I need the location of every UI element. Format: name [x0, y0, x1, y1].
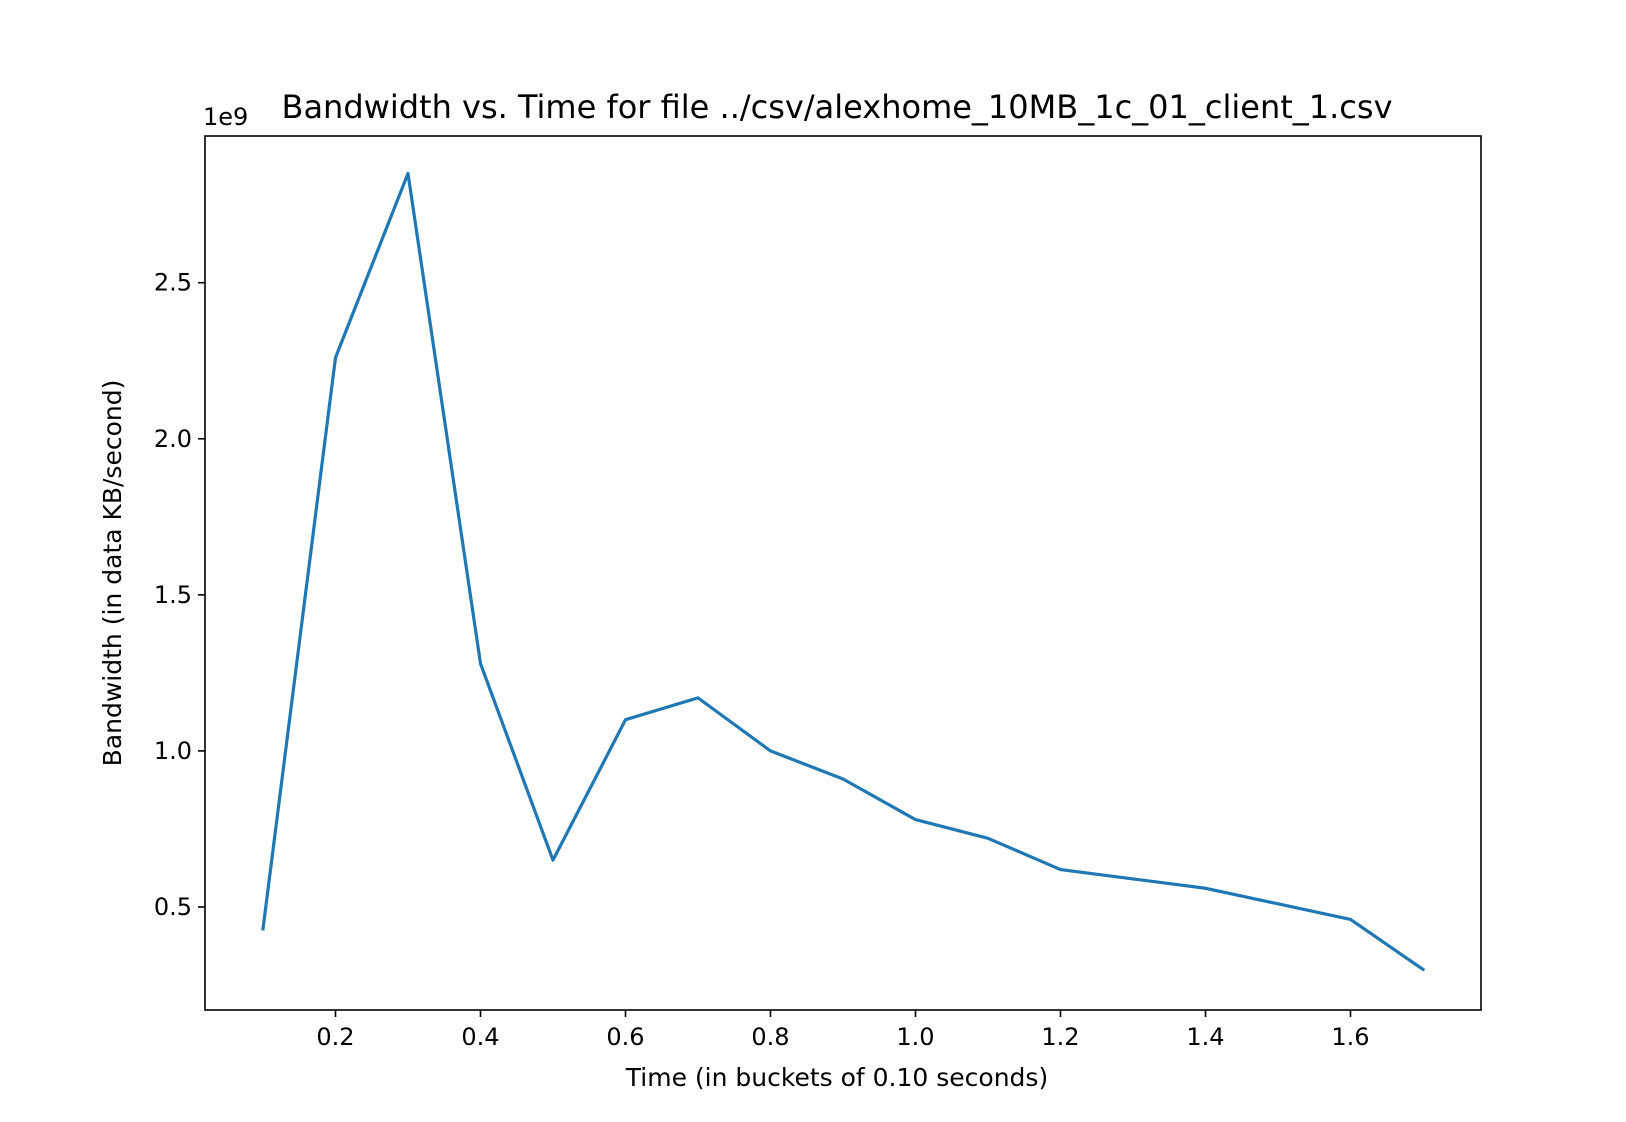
chart-title: Bandwidth vs. Time for file ../csv/alexh… — [281, 88, 1392, 126]
y-offset-label: 1e9 — [203, 103, 248, 131]
y-tick-label: 0.5 — [154, 893, 192, 921]
x-tick-label: 1.6 — [1331, 1023, 1369, 1051]
y-tick-label: 1.5 — [154, 581, 192, 609]
x-tick-label: 0.6 — [606, 1023, 644, 1051]
x-tick-label: 1.4 — [1186, 1023, 1224, 1051]
plot-area: 0.2 0.4 0.6 0.8 1.0 1.2 1.4 1.6 0.5 1.0 1.5 2.0 2.5 — [154, 135, 1482, 1051]
x-tick-label: 0.8 — [751, 1023, 789, 1051]
series-line-0 — [261, 171, 1426, 972]
x-tick-label: 1.2 — [1041, 1023, 1079, 1051]
x-tick-label: 0.4 — [461, 1023, 499, 1051]
axes-frame — [204, 135, 1482, 1011]
y-tick-label: 1.0 — [154, 737, 192, 765]
x-tick-label: 1.0 — [896, 1023, 934, 1051]
y-axis-label: Bandwidth (in data KB/second) — [98, 380, 127, 767]
y-tick-label: 2.0 — [154, 425, 192, 453]
x-axis-label: Time (in buckets of 0.10 seconds) — [625, 1063, 1048, 1092]
x-tick-label: 0.2 — [316, 1023, 354, 1051]
y-tick-label: 2.5 — [154, 269, 192, 297]
